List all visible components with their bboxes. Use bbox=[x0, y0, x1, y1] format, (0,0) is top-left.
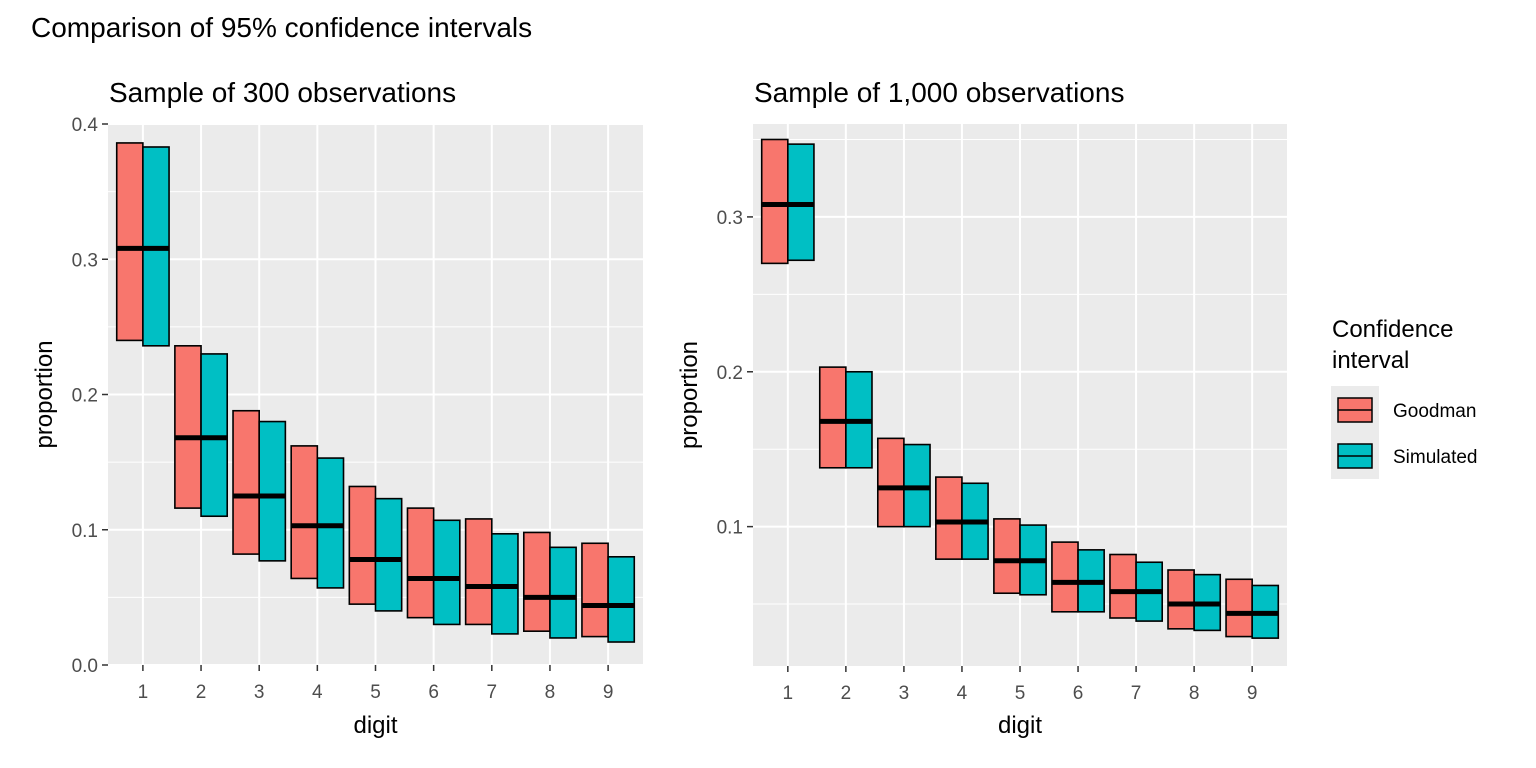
panel-300-observations: 0.0 0.1 0.2 0.3 0.4 1 2 3 4 5 6 7 8 9 Sample of 300 ob… bbox=[31, 77, 643, 739]
y-tick-label: 0.3 bbox=[717, 208, 743, 229]
x-tick-label: 5 bbox=[1015, 683, 1026, 704]
x-tick-label: 3 bbox=[254, 682, 265, 703]
goodman-interval-bar bbox=[818, 366, 847, 469]
x-tick-label: 4 bbox=[957, 683, 968, 704]
goodman-interval-bar bbox=[581, 542, 609, 638]
x-tick-label: 8 bbox=[1189, 683, 1200, 704]
panel-title: Sample of 1,000 observations bbox=[754, 77, 1124, 108]
y-axis-title: proportion bbox=[31, 340, 58, 448]
goodman-interval-bar bbox=[1051, 541, 1079, 613]
x-tick-label: 9 bbox=[1247, 683, 1258, 704]
goodman-interval-bar bbox=[115, 142, 144, 342]
x-tick-label: 1 bbox=[138, 682, 149, 703]
y-tick-label: 0.3 bbox=[72, 250, 98, 271]
x-tick-label: 7 bbox=[1131, 683, 1142, 704]
panel-1000-observations: 0.1 0.2 0.3 1 2 3 4 5 6 7 8 9 Sample of 1,000 observ… bbox=[676, 77, 1287, 739]
y-tick-label: 0.1 bbox=[717, 518, 743, 539]
simulated-interval-bar bbox=[200, 353, 229, 518]
goodman-interval-bar bbox=[876, 437, 905, 528]
goodman-interval-bar bbox=[522, 531, 551, 632]
goodman-interval-bar bbox=[406, 507, 435, 619]
x-tick-label: 5 bbox=[370, 682, 381, 703]
legend-title-line1: Confidence bbox=[1332, 316, 1453, 343]
x-tick-label: 9 bbox=[603, 682, 614, 703]
simulated-interval-bar bbox=[607, 555, 636, 643]
x-tick-label: 7 bbox=[487, 682, 498, 703]
x-axis-title: digit bbox=[998, 712, 1042, 739]
y-tick-label: 0.0 bbox=[72, 656, 98, 677]
goodman-interval-bar bbox=[935, 476, 963, 560]
y-tick-label: 0.1 bbox=[72, 521, 98, 542]
goodman-interval-bar bbox=[760, 138, 789, 265]
goodman-interval-bar bbox=[290, 445, 319, 580]
y-tick-label: 0.2 bbox=[717, 363, 743, 384]
x-tick-label: 6 bbox=[428, 682, 439, 703]
goodman-interval-bar bbox=[174, 345, 202, 509]
x-tick-label: 8 bbox=[545, 682, 556, 703]
x-tick-label: 3 bbox=[899, 683, 910, 704]
goodman-interval-bar bbox=[1225, 578, 1253, 638]
goodman-interval-bar bbox=[232, 409, 260, 555]
goodman-interval-bar bbox=[1109, 553, 1137, 619]
x-tick-label: 6 bbox=[1073, 683, 1084, 704]
x-tick-label: 1 bbox=[783, 683, 794, 704]
goodman-interval-bar bbox=[993, 518, 1021, 595]
x-axis-title: digit bbox=[353, 712, 397, 739]
legend-label-simulated: Simulated bbox=[1393, 447, 1478, 468]
panel-title: Sample of 300 observations bbox=[109, 77, 456, 108]
x-tick-label: 2 bbox=[196, 682, 207, 703]
goodman-interval-bar bbox=[348, 485, 377, 605]
simulated-interval-bar bbox=[432, 519, 461, 626]
goodman-interval-bar bbox=[1167, 569, 1195, 630]
legend-label-goodman: Goodman bbox=[1393, 401, 1476, 422]
simulated-interval-bar bbox=[316, 457, 345, 589]
y-tick-label: 0.4 bbox=[72, 115, 99, 136]
x-tick-label: 4 bbox=[312, 682, 323, 703]
legend: Confidence interval Goodman Simulated bbox=[1331, 316, 1478, 479]
legend-title-line2: interval bbox=[1332, 347, 1409, 374]
simulated-interval-bar bbox=[374, 497, 403, 612]
simulated-interval-bar bbox=[258, 420, 287, 562]
y-tick-label: 0.2 bbox=[72, 386, 98, 407]
figure-title: Comparison of 95% confidence intervals bbox=[31, 12, 533, 43]
goodman-interval-bar bbox=[464, 518, 493, 626]
x-tick-label: 2 bbox=[841, 683, 852, 704]
simulated-interval-bar bbox=[549, 546, 577, 639]
simulated-interval-bar bbox=[491, 533, 519, 635]
y-axis-title: proportion bbox=[676, 341, 703, 449]
